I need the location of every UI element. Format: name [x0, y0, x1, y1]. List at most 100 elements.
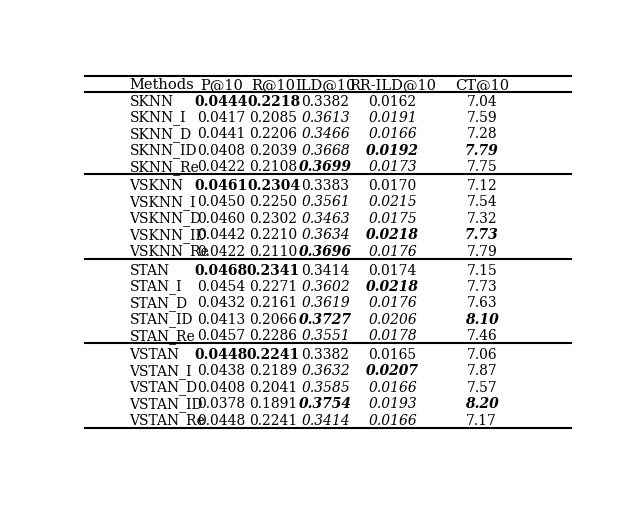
- Text: 0.0174: 0.0174: [368, 263, 417, 277]
- Text: VSKNN: VSKNN: [129, 179, 184, 192]
- Text: 0.0218: 0.0218: [366, 279, 419, 293]
- Text: 0.0460: 0.0460: [197, 211, 245, 225]
- Text: 0.2206: 0.2206: [250, 127, 298, 141]
- Text: 8.10: 8.10: [465, 312, 499, 326]
- Text: 0.0448: 0.0448: [197, 413, 246, 427]
- Text: 0.0422: 0.0422: [197, 244, 245, 258]
- Text: VSTAN_ID: VSTAN_ID: [129, 396, 203, 411]
- Text: 0.3696: 0.3696: [299, 244, 352, 258]
- Text: VSKNN_I: VSKNN_I: [129, 194, 196, 209]
- Text: SKNN: SKNN: [129, 94, 173, 108]
- Text: 7.15: 7.15: [467, 263, 497, 277]
- Text: 8.20: 8.20: [465, 397, 499, 410]
- Text: 0.0170: 0.0170: [369, 179, 417, 192]
- Text: SKNN_Re: SKNN_Re: [129, 159, 199, 174]
- Text: 0.2210: 0.2210: [250, 228, 298, 242]
- Text: R@10: R@10: [252, 78, 296, 92]
- Text: 0.0422: 0.0422: [197, 160, 245, 174]
- Text: 0.2108: 0.2108: [250, 160, 298, 174]
- Text: 0.0442: 0.0442: [197, 228, 246, 242]
- Text: VSTAN_Re: VSTAN_Re: [129, 412, 205, 427]
- Text: 0.2304: 0.2304: [247, 179, 300, 192]
- Text: P@10: P@10: [200, 78, 243, 92]
- Text: 0.0166: 0.0166: [368, 413, 417, 427]
- Text: 0.0417: 0.0417: [197, 110, 246, 125]
- Text: STAN_Re: STAN_Re: [129, 328, 195, 343]
- Text: 7.57: 7.57: [467, 380, 497, 394]
- Text: 0.3466: 0.3466: [301, 127, 350, 141]
- Text: 0.0432: 0.0432: [197, 296, 245, 309]
- Text: 7.12: 7.12: [467, 179, 497, 192]
- Text: 0.3382: 0.3382: [301, 347, 349, 361]
- Text: 0.2241: 0.2241: [250, 413, 298, 427]
- Text: 0.0206: 0.0206: [368, 312, 417, 326]
- Text: 0.0175: 0.0175: [368, 211, 417, 225]
- Text: 0.3602: 0.3602: [301, 279, 350, 293]
- Text: 0.3619: 0.3619: [301, 296, 350, 309]
- Text: 0.0207: 0.0207: [366, 364, 419, 378]
- Text: 7.79: 7.79: [465, 144, 499, 157]
- Text: 0.0448: 0.0448: [195, 347, 248, 361]
- Text: 0.0165: 0.0165: [369, 347, 417, 361]
- Text: 7.17: 7.17: [467, 413, 497, 427]
- Text: 0.3551: 0.3551: [301, 328, 350, 343]
- Text: 0.1891: 0.1891: [250, 397, 298, 410]
- Text: 7.73: 7.73: [467, 279, 497, 293]
- Text: 0.0191: 0.0191: [368, 110, 417, 125]
- Text: 0.3727: 0.3727: [299, 312, 352, 326]
- Text: 7.87: 7.87: [467, 364, 497, 378]
- Text: RR-ILD@10: RR-ILD@10: [349, 78, 436, 92]
- Text: 0.0468: 0.0468: [195, 263, 248, 277]
- Text: 0.0438: 0.0438: [197, 364, 245, 378]
- Text: 7.46: 7.46: [467, 328, 497, 343]
- Text: 0.3414: 0.3414: [301, 263, 349, 277]
- Text: VSTAN_I: VSTAN_I: [129, 363, 192, 378]
- Text: SKNN_ID: SKNN_ID: [129, 143, 197, 158]
- Text: ILD@10: ILD@10: [295, 78, 356, 92]
- Text: 0.2110: 0.2110: [250, 244, 298, 258]
- Text: VSTAN_D: VSTAN_D: [129, 380, 198, 394]
- Text: 0.3414: 0.3414: [301, 413, 350, 427]
- Text: STAN_ID: STAN_ID: [129, 312, 193, 326]
- Text: 0.2286: 0.2286: [250, 328, 298, 343]
- Text: 0.3613: 0.3613: [301, 110, 350, 125]
- Text: 0.2302: 0.2302: [250, 211, 298, 225]
- Text: 0.0408: 0.0408: [197, 144, 245, 157]
- Text: 0.2066: 0.2066: [250, 312, 298, 326]
- Text: 0.2241: 0.2241: [247, 347, 300, 361]
- Text: 0.0441: 0.0441: [197, 127, 246, 141]
- Text: 7.54: 7.54: [467, 195, 497, 209]
- Text: 0.0378: 0.0378: [197, 397, 245, 410]
- Text: 0.3754: 0.3754: [299, 397, 352, 410]
- Text: 7.28: 7.28: [467, 127, 497, 141]
- Text: Methods: Methods: [129, 78, 195, 92]
- Text: 0.0408: 0.0408: [197, 380, 245, 394]
- Text: 7.63: 7.63: [467, 296, 497, 309]
- Text: 0.0444: 0.0444: [195, 94, 248, 108]
- Text: VSTAN: VSTAN: [129, 347, 180, 361]
- Text: STAN: STAN: [129, 263, 170, 277]
- Text: 7.73: 7.73: [465, 228, 499, 242]
- Text: 0.2218: 0.2218: [247, 94, 300, 108]
- Text: 0.0173: 0.0173: [368, 160, 417, 174]
- Text: CT@10: CT@10: [454, 78, 509, 92]
- Text: 7.04: 7.04: [467, 94, 497, 108]
- Text: 0.3382: 0.3382: [301, 94, 349, 108]
- Text: 7.59: 7.59: [467, 110, 497, 125]
- Text: 7.32: 7.32: [467, 211, 497, 225]
- Text: 0.3383: 0.3383: [301, 179, 349, 192]
- Text: 0.2250: 0.2250: [250, 195, 298, 209]
- Text: 0.0166: 0.0166: [368, 127, 417, 141]
- Text: 0.0413: 0.0413: [197, 312, 246, 326]
- Text: 0.0192: 0.0192: [366, 144, 419, 157]
- Text: 0.0218: 0.0218: [366, 228, 419, 242]
- Text: 0.2161: 0.2161: [250, 296, 298, 309]
- Text: 0.2041: 0.2041: [250, 380, 298, 394]
- Text: 0.0166: 0.0166: [368, 380, 417, 394]
- Text: 0.0176: 0.0176: [368, 296, 417, 309]
- Text: STAN_I: STAN_I: [129, 279, 182, 294]
- Text: SKNN_I: SKNN_I: [129, 110, 186, 125]
- Text: 0.2341: 0.2341: [247, 263, 300, 277]
- Text: 0.2189: 0.2189: [250, 364, 298, 378]
- Text: 0.0178: 0.0178: [368, 328, 417, 343]
